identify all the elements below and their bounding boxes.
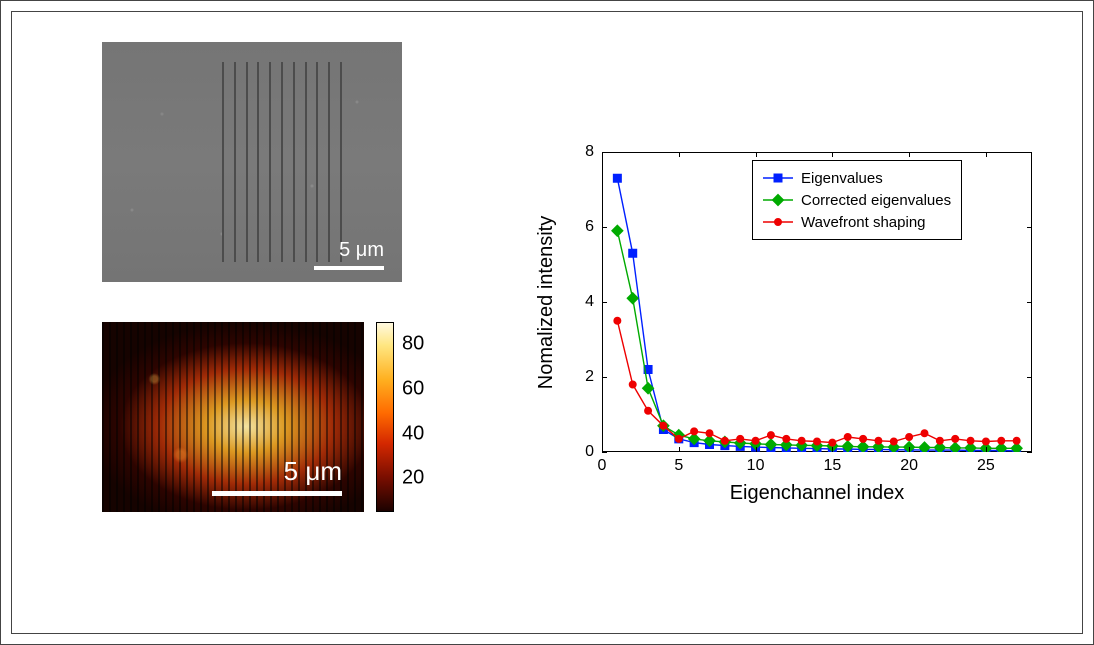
chart-legend: Eigenvalues Corrected eigenvalues Wavefron…	[752, 160, 962, 240]
sem-slit	[316, 62, 318, 262]
heatmap-row: 5 μm 80 60 40 20	[102, 322, 442, 512]
heatmap-image: 5 μm	[102, 322, 364, 512]
sem-scalebar: 5 μm	[314, 239, 384, 270]
chart-y-label-text: Nomalized intensity	[536, 215, 559, 388]
legend-label: Eigenvalues	[801, 170, 883, 187]
colorbar-tick-label: 20	[402, 467, 424, 490]
y-tick-label: 6	[585, 218, 594, 236]
legend-entry: Eigenvalues	[763, 167, 951, 189]
sem-slit	[234, 62, 236, 262]
left-column: 5 μm 5 μm 80 60 40 20	[102, 42, 442, 512]
figure-frame: 5 μm 5 μm 80604020	[0, 0, 1094, 645]
colorbar-tick-label: 80	[402, 333, 424, 356]
chart-y-label: Nomalized intensity	[532, 152, 562, 452]
legend-swatch	[763, 171, 793, 185]
heatmap-scalebar: 5 μm	[212, 456, 342, 496]
sem-slit	[246, 62, 248, 262]
chart-x-label: Eigenchannel index	[602, 482, 1032, 505]
sem-slit	[281, 62, 283, 262]
colorbar-gradient	[376, 322, 394, 512]
heatmap-scalebar-label: 5 μm	[284, 456, 342, 486]
legend-label: Wavefront shaping	[801, 214, 926, 231]
sem-slit	[257, 62, 259, 262]
x-tick-label: 0	[598, 457, 607, 475]
legend-label: Corrected eigenvalues	[801, 192, 951, 209]
y-tick-label: 2	[585, 368, 594, 386]
x-tick-label: 5	[674, 457, 683, 475]
line-chart: 0 5 10 15 20 25 0 2 4 6 8 Eigenchannel index Noma…	[532, 132, 1052, 512]
heatmap-scalebar-line	[212, 491, 342, 496]
sem-slit	[269, 62, 271, 262]
colorbar-tick-label: 40	[402, 422, 424, 445]
sem-scalebar-line	[314, 266, 384, 270]
x-tick-label: 20	[900, 457, 918, 475]
sem-slit-array	[222, 62, 342, 262]
x-tick-label: 25	[977, 457, 995, 475]
sem-slit	[293, 62, 295, 262]
x-tick-label: 10	[747, 457, 765, 475]
sem-scalebar-label: 5 μm	[339, 239, 384, 261]
y-tick-label: 8	[585, 143, 594, 161]
legend-swatch	[763, 193, 793, 207]
y-tick-label: 0	[585, 443, 594, 461]
sem-slit	[340, 62, 342, 262]
colorbar: 80 60 40 20	[376, 322, 442, 512]
sem-slit	[328, 62, 330, 262]
x-tick-label: 15	[823, 457, 841, 475]
y-tick-label: 4	[585, 293, 594, 311]
colorbar-ticks: 80 60 40 20	[402, 322, 442, 512]
sem-slit	[305, 62, 307, 262]
sem-image: 5 μm	[102, 42, 402, 282]
legend-entry: Corrected eigenvalues	[763, 189, 951, 211]
colorbar-tick-label: 60	[402, 378, 424, 401]
sem-slit	[222, 62, 224, 262]
legend-entry: Wavefront shaping	[763, 211, 951, 233]
legend-swatch	[763, 215, 793, 229]
figure-inner-frame: 5 μm 5 μm 80604020	[11, 11, 1083, 634]
